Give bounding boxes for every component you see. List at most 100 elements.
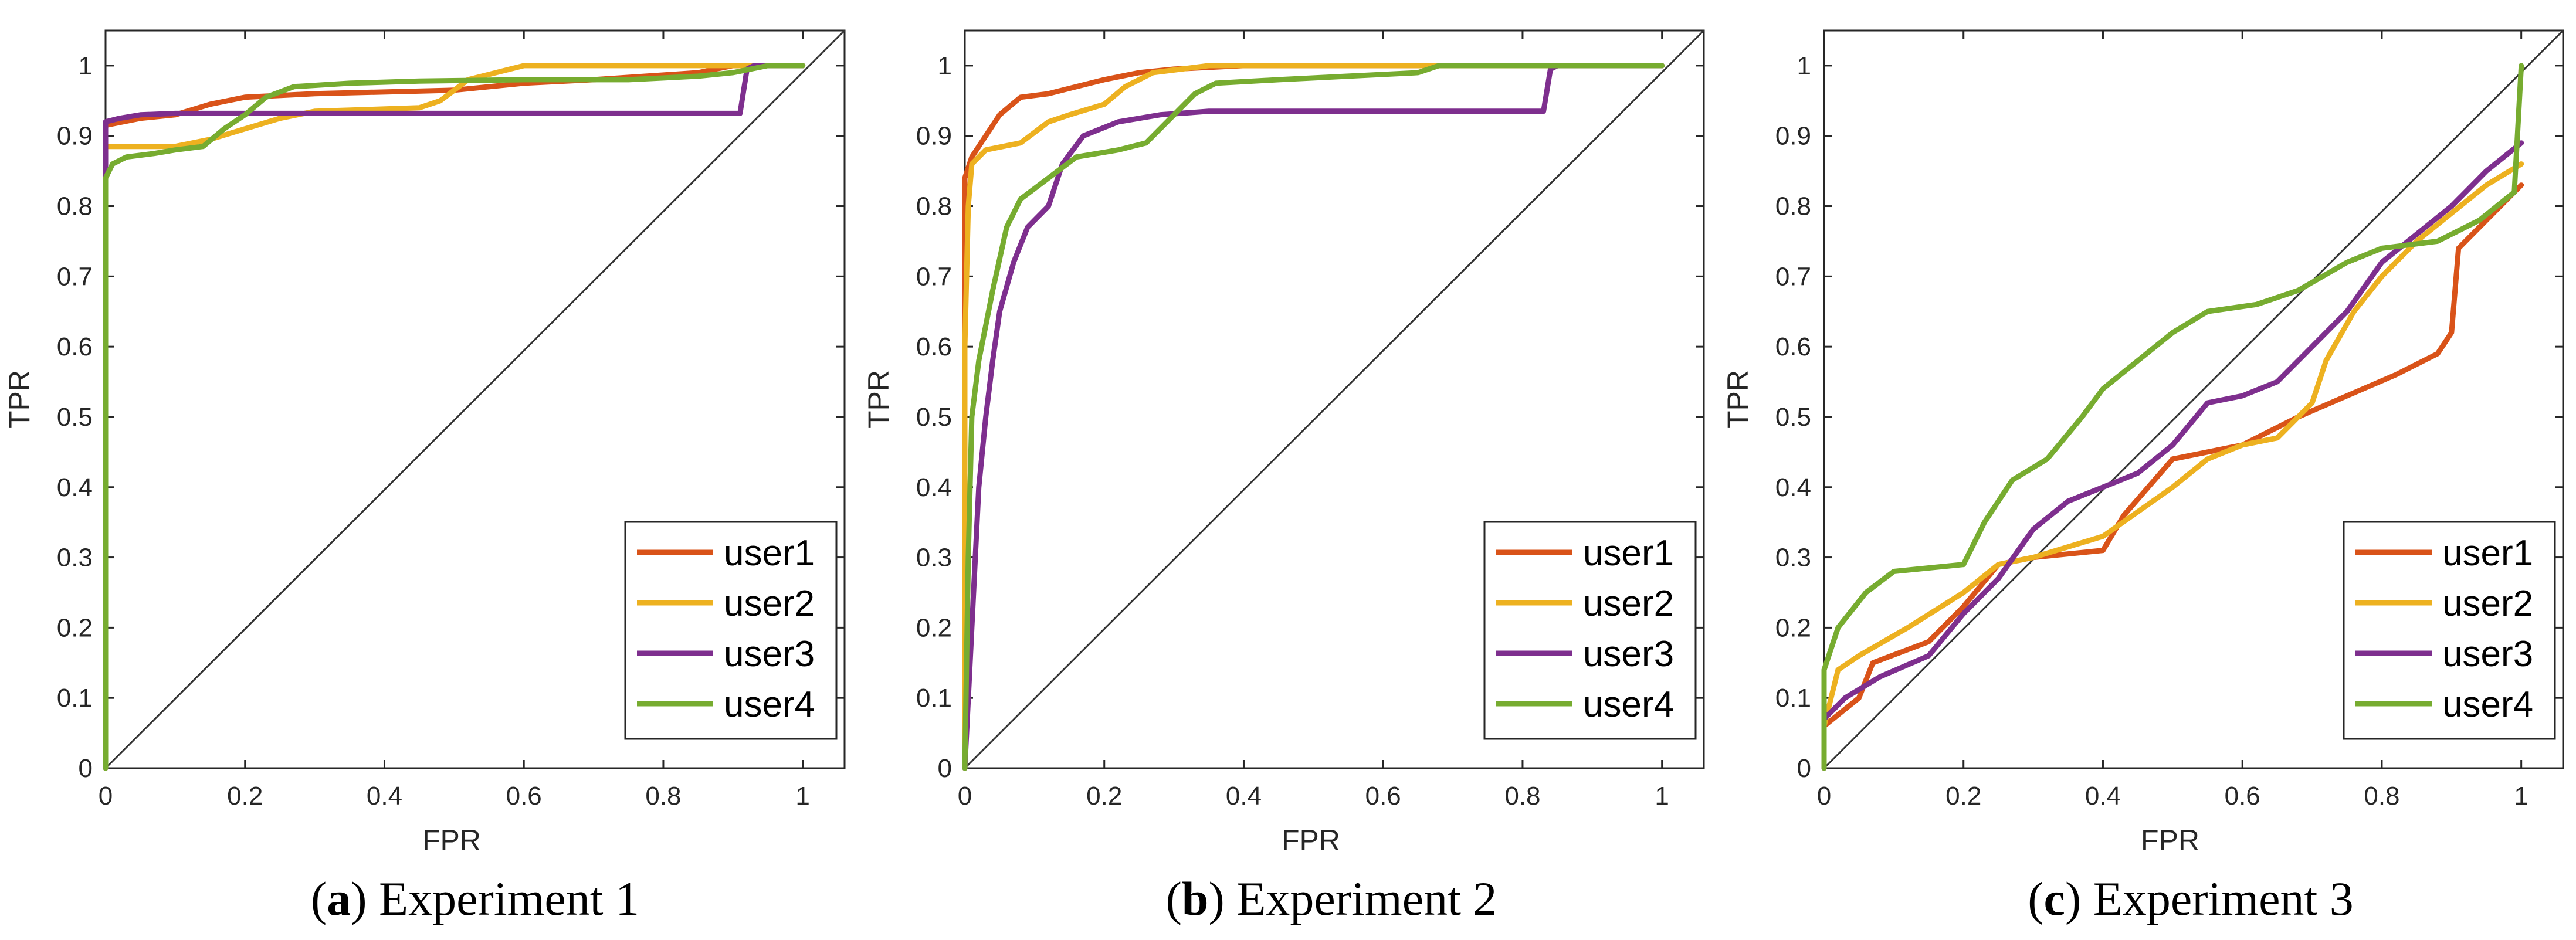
x-tick-label: 0 <box>1817 782 1831 810</box>
diagonal-reference-line <box>1823 29 2564 769</box>
legend-label-user4: user4 <box>2442 684 2533 725</box>
y-tick-label: 0.4 <box>57 473 93 502</box>
y-tick-label: 1 <box>79 52 93 80</box>
y-tick-label: 0.5 <box>916 403 952 432</box>
legend-label-user1: user1 <box>724 533 815 573</box>
series-line-user4 <box>1821 63 2524 771</box>
chart-panel-b: 0 0.2 0.4 0.6 0.8 1 0 0.1 0.2 0.3 0.4 0.5 0.6 0.7 0.8 0… <box>862 29 1705 925</box>
y-tick-label: 1 <box>938 52 952 80</box>
y-tick-label: 0.8 <box>57 192 93 221</box>
series-line-user2 <box>962 63 1665 771</box>
legend: user1 user2 user3 user4 <box>1483 521 1697 740</box>
legend-label-user4: user4 <box>1583 684 1674 725</box>
series-line-user3 <box>962 63 1665 771</box>
y-tick-label: 0.7 <box>57 262 93 291</box>
y-tick-label: 0.6 <box>916 332 952 361</box>
legend-label-user3: user3 <box>724 634 815 674</box>
legend: user1 user2 user3 user4 <box>624 521 838 740</box>
y-tick-label: 0.9 <box>916 122 952 151</box>
caption-title: ) Experiment 3 <box>2065 872 2354 925</box>
diagonal-reference-line <box>104 29 846 769</box>
panel-caption: (c) Experiment 3 <box>2028 872 2354 925</box>
chart-panel-a: 0 0.2 0.4 0.6 0.8 1 0 0.1 0.2 0.3 0.4 0.5 0.6 0.7 0.8 0… <box>3 29 846 925</box>
y-tick-label: 0 <box>938 754 952 783</box>
y-tick-label: 0.2 <box>1775 613 1811 642</box>
legend-label-user2: user2 <box>2442 583 2533 624</box>
y-tick-label: 1 <box>1797 52 1811 80</box>
caption-letter: b <box>1182 872 1209 925</box>
y-tick-label: 0.3 <box>916 544 952 572</box>
caption-title: ) Experiment 1 <box>351 872 639 925</box>
x-tick-label: 0.4 <box>2085 782 2121 810</box>
x-tick-label: 1 <box>2514 782 2528 810</box>
x-tick-label: 0.6 <box>1365 782 1401 810</box>
series-line-user2 <box>1821 161 2524 771</box>
y-tick-label: 0.1 <box>57 684 93 712</box>
x-tick-label: 0.8 <box>2364 782 2399 810</box>
x-tick-label: 0.6 <box>2225 782 2260 810</box>
legend-box <box>624 521 838 740</box>
y-tick-label: 0.6 <box>1775 332 1811 361</box>
x-axis-label: FPR <box>1282 824 1340 857</box>
caption-paren: ( <box>1166 872 1182 925</box>
legend-label-user3: user3 <box>2442 634 2533 674</box>
legend-label-user2: user2 <box>724 583 815 624</box>
caption-paren: ( <box>2028 872 2043 925</box>
x-tick-label: 0.4 <box>367 782 402 810</box>
y-tick-label: 0.2 <box>916 613 952 642</box>
legend-label-user4: user4 <box>724 684 815 725</box>
x-tick-label: 1 <box>795 782 809 810</box>
diagonal-reference-line <box>964 29 1705 769</box>
y-tick-label: 0.1 <box>916 684 952 712</box>
series-line-user4 <box>103 63 806 771</box>
x-tick-label: 0.8 <box>645 782 681 810</box>
y-tick-label: 0.9 <box>1775 122 1811 151</box>
legend-label-user1: user1 <box>2442 533 2533 573</box>
legend-label-user2: user2 <box>1583 583 1674 624</box>
x-tick-label: 0 <box>99 782 113 810</box>
series-line-user1 <box>1821 182 2524 771</box>
y-axis-label: TPR <box>3 370 36 429</box>
x-tick-label: 0 <box>958 782 972 810</box>
x-axis-label: FPR <box>2141 824 2199 857</box>
x-tick-label: 0.2 <box>227 782 263 810</box>
y-tick-label: 0 <box>1797 754 1811 783</box>
x-tick-label: 0.2 <box>1945 782 1981 810</box>
series-line-user4 <box>962 63 1665 771</box>
x-tick-label: 0.6 <box>506 782 542 810</box>
legend-label-user3: user3 <box>1583 634 1674 674</box>
y-tick-label: 0.7 <box>916 262 952 291</box>
y-tick-label: 0.9 <box>57 122 93 151</box>
y-tick-label: 0 <box>79 754 93 783</box>
y-tick-label: 0.3 <box>57 544 93 572</box>
legend-label-user1: user1 <box>1583 533 1674 573</box>
x-axis-label: FPR <box>422 824 481 857</box>
panel-caption: (a) Experiment 1 <box>311 872 639 925</box>
y-tick-label: 0.5 <box>1775 403 1811 432</box>
y-tick-label: 0.3 <box>1775 544 1811 572</box>
legend: user1 user2 user3 user4 <box>2343 521 2556 740</box>
caption-letter: c <box>2044 872 2065 925</box>
y-tick-label: 0.4 <box>1775 473 1811 502</box>
y-tick-label: 0.5 <box>57 403 93 432</box>
y-axis-label: TPR <box>1721 370 1754 429</box>
chart-panel-c: 0 0.2 0.4 0.6 0.8 1 0 0.1 0.2 0.3 0.4 0.5 0.6 0.7 0.8 0… <box>1721 29 2564 925</box>
panel-caption: (b) Experiment 2 <box>1166 872 1497 925</box>
y-tick-label: 0.6 <box>57 332 93 361</box>
caption-title: ) Experiment 2 <box>1209 872 1497 925</box>
x-tick-label: 0.2 <box>1086 782 1122 810</box>
y-tick-label: 0.2 <box>57 613 93 642</box>
x-tick-label: 0.4 <box>1226 782 1262 810</box>
caption-letter: a <box>327 872 351 925</box>
x-tick-label: 0.8 <box>1504 782 1540 810</box>
caption-paren: ( <box>311 872 327 925</box>
x-tick-label: 1 <box>1655 782 1669 810</box>
y-tick-label: 0.4 <box>916 473 952 502</box>
y-tick-label: 0.8 <box>1775 192 1811 221</box>
y-tick-label: 0.7 <box>1775 262 1811 291</box>
series-line-user1 <box>103 63 806 771</box>
y-axis-label: TPR <box>862 370 895 429</box>
y-tick-label: 0.8 <box>916 192 952 221</box>
y-tick-label: 0.1 <box>1775 684 1811 712</box>
